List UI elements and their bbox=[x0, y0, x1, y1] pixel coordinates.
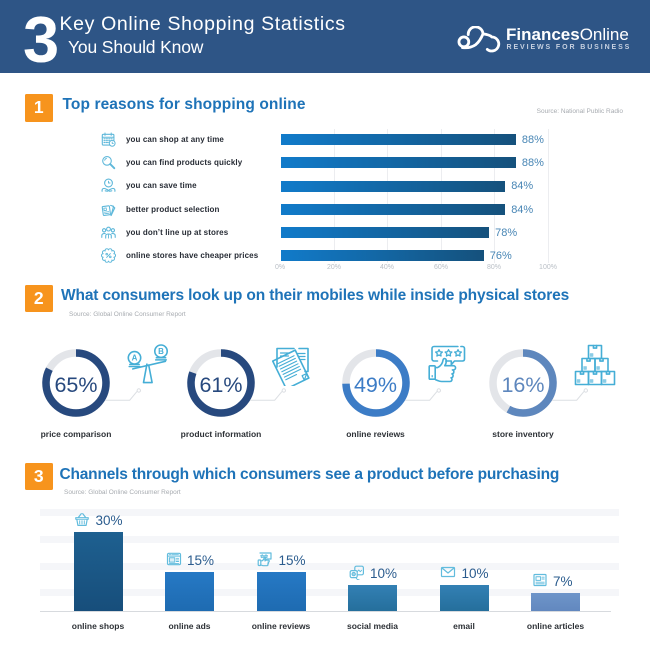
svg-text:B: B bbox=[158, 347, 164, 356]
svg-text:A: A bbox=[132, 354, 138, 363]
